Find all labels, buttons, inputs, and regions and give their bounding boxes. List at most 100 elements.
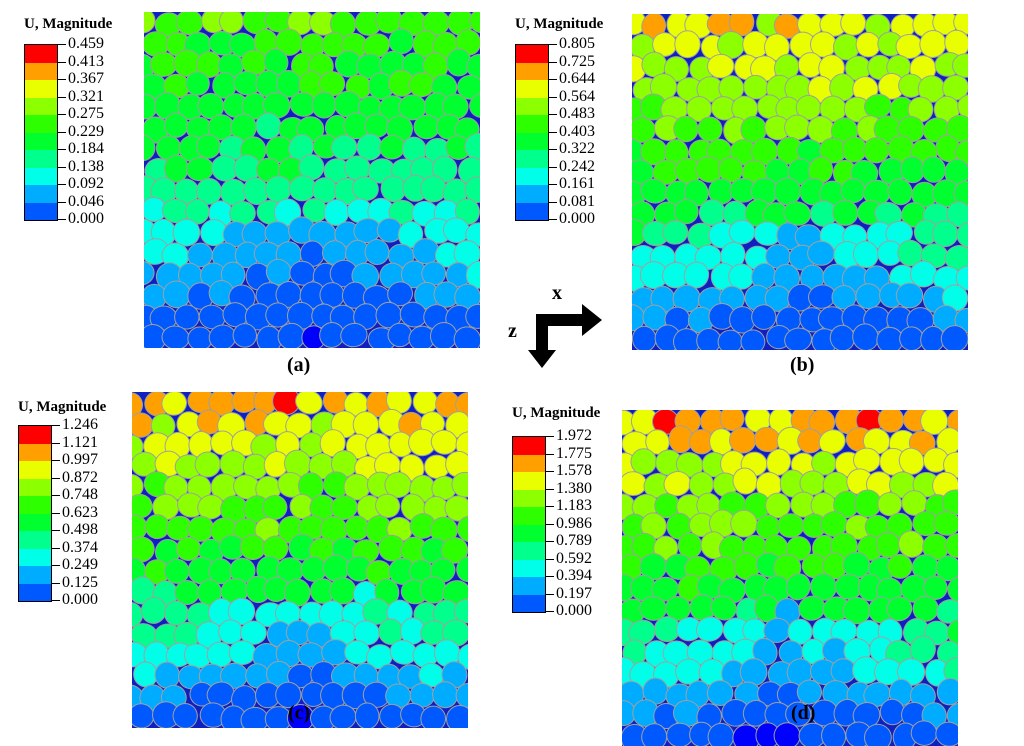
panel-caption-b: (b) (790, 354, 815, 376)
particle (852, 323, 879, 350)
particle (454, 198, 480, 225)
particle (195, 133, 221, 159)
legend-tick-label: 0.623 (62, 503, 98, 521)
particle (172, 703, 198, 728)
legend-color-swatch (19, 513, 51, 531)
legend-color-swatch (516, 150, 548, 168)
particle (947, 576, 958, 603)
legend-tick (548, 96, 557, 98)
legend-color-swatch (25, 115, 57, 133)
legend-tick-label: 0.789 (556, 532, 592, 549)
legend-tick (548, 219, 557, 220)
particle (465, 303, 480, 329)
legend-color-swatch (516, 45, 548, 63)
particle (144, 134, 156, 162)
particle (453, 326, 480, 348)
panel-caption-c: (c) (288, 702, 311, 724)
particle (955, 265, 968, 291)
particle (877, 410, 905, 433)
particle (706, 679, 734, 707)
legend-tick-label: 0.000 (62, 591, 98, 608)
particle (420, 705, 447, 728)
particle (262, 535, 289, 562)
particle (456, 515, 468, 543)
particle (666, 722, 694, 746)
particle (818, 429, 846, 455)
particle (887, 553, 913, 579)
legend-color-swatch (513, 542, 545, 560)
legend-tick-label: 0.374 (62, 538, 98, 556)
legend-tick (51, 477, 60, 479)
legend-color-swatch (513, 559, 545, 577)
legend-colorbar (512, 436, 546, 613)
particle (444, 495, 468, 522)
particle (457, 643, 468, 671)
legend-color-swatch (25, 45, 57, 63)
color-legend-d: 1.972 1.775 1.578 1.380 1.183 0.986 0.789 0.592… (512, 428, 612, 621)
legend-color-swatch (516, 115, 548, 133)
particle (362, 33, 390, 59)
legend-tick (548, 166, 557, 168)
z-axis-label: z (508, 320, 517, 342)
particle (752, 637, 778, 666)
color-legend-b: 0.805 0.725 0.644 0.564 0.483 0.403 0.322 0.242… (515, 36, 615, 229)
particle (232, 323, 258, 348)
particle (923, 575, 948, 600)
legend-tick-label: 1.246 (62, 416, 98, 433)
legend-tick (545, 558, 554, 560)
legend-tick (57, 61, 66, 63)
particle (456, 556, 468, 583)
legend-color-swatch (19, 478, 51, 496)
particle (446, 705, 468, 728)
particle (262, 495, 288, 520)
legend-tick (545, 611, 554, 612)
particle (429, 558, 456, 583)
particle (364, 239, 390, 265)
legend-tick-label: 0.161 (559, 175, 595, 192)
legend-tick-label: 0.592 (556, 549, 592, 567)
legend-color-swatch (25, 150, 57, 168)
displacement-contour-plot-d (622, 410, 958, 746)
legend-tick (57, 149, 66, 150)
legend-tick (57, 219, 66, 220)
particle (385, 392, 412, 414)
legend-tick-label: 1.183 (556, 497, 592, 514)
particle (943, 656, 958, 685)
legend-tick-label: 0.725 (559, 52, 595, 70)
particle (197, 92, 225, 120)
legend-tick-label: 0.000 (556, 602, 592, 619)
legend-tick-label: 0.997 (62, 451, 98, 468)
particle (144, 260, 155, 286)
particle (751, 304, 777, 330)
particle (740, 329, 766, 350)
legend-title-b: U, Magnitude (515, 16, 604, 32)
legend-tick-label: 1.972 (556, 427, 592, 444)
legend-tick (51, 530, 60, 531)
panel-caption-a: (a) (287, 354, 311, 376)
particle (412, 392, 438, 415)
particle (374, 578, 400, 606)
particle (952, 53, 968, 78)
legend-colorbar (18, 425, 52, 602)
legend-tick (548, 44, 557, 45)
legend-colorbar (515, 44, 549, 221)
legend-tick (57, 131, 66, 133)
legend-color-swatch (516, 167, 548, 185)
particle (935, 555, 958, 582)
legend-tick-label: 0.805 (559, 35, 595, 52)
particle (388, 28, 415, 55)
legend-tick-label: 0.197 (556, 584, 592, 602)
legend-tick-label: 0.986 (556, 514, 592, 532)
legend-tick (548, 201, 557, 203)
particle (936, 677, 958, 706)
particle (421, 261, 447, 286)
legend-tick (57, 166, 66, 168)
particle (940, 325, 968, 350)
particle (941, 284, 968, 312)
legend-color-swatch (19, 583, 51, 601)
legend-color-swatch (25, 132, 57, 150)
legend-tick-label: 0.000 (559, 210, 595, 227)
particle (465, 222, 480, 247)
legend-tick-label: 0.138 (68, 157, 104, 175)
legend-tick-label: 0.644 (559, 70, 595, 87)
